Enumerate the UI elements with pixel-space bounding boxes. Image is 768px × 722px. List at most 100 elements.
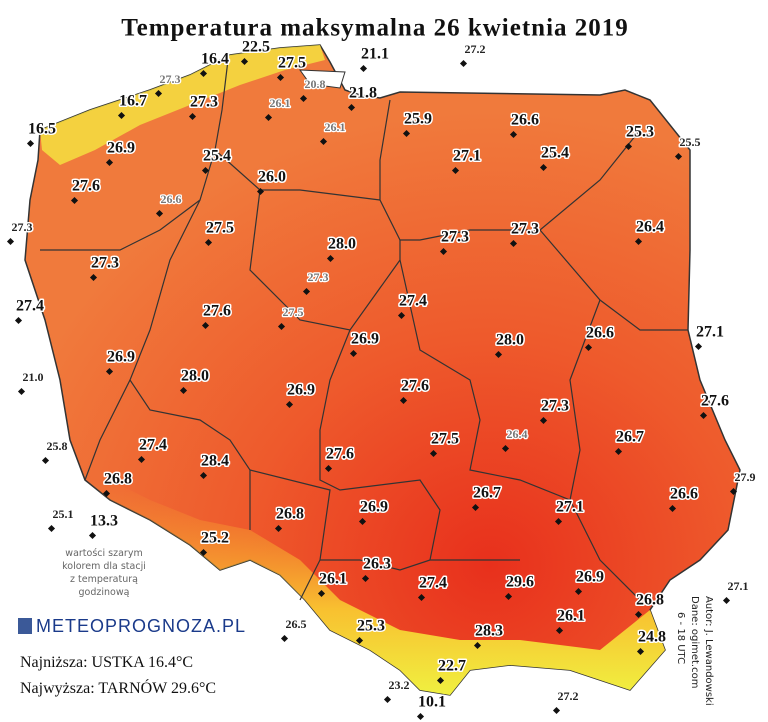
station-value: 27.1 xyxy=(696,324,724,341)
station-dot xyxy=(614,447,623,456)
station-dot xyxy=(554,517,563,526)
station-value: 27.6 xyxy=(326,446,354,463)
highest-summary: Najwyższa: TARNÓW 29.6°C xyxy=(20,678,216,697)
station-value: 27.4 xyxy=(419,575,447,592)
station-dot xyxy=(302,287,311,296)
station-value: 26.8 xyxy=(104,471,132,488)
station-dot xyxy=(509,239,518,248)
station-dot xyxy=(204,238,213,247)
station-value: 25.4 xyxy=(203,148,231,165)
station-dot xyxy=(317,589,326,598)
station-value: 28.3 xyxy=(475,623,503,640)
station-value: 27.9 xyxy=(735,470,756,484)
station-value: 26.7 xyxy=(473,485,501,502)
station-value: 26.6 xyxy=(586,325,614,342)
station-value: 26.9 xyxy=(351,331,379,348)
station-value: 27.3 xyxy=(160,72,181,86)
station-dot xyxy=(240,57,249,66)
note-line: kolorem dla stacji xyxy=(62,561,146,572)
station-value: 27.3 xyxy=(308,270,329,284)
station-value: 26.4 xyxy=(636,219,664,236)
logo: METEOPROGNOZA.PL xyxy=(36,616,246,636)
station-value: 24.8 xyxy=(638,629,666,646)
station-dot xyxy=(256,187,265,196)
station-dot xyxy=(451,166,460,175)
station-dot xyxy=(358,517,367,526)
station-value: 26.5 xyxy=(286,617,307,631)
station-dot xyxy=(26,139,35,148)
station-value: 26.9 xyxy=(287,382,315,399)
station-value: 27.5 xyxy=(206,220,234,237)
station-value: 25.5 xyxy=(680,135,701,149)
station-dot xyxy=(155,209,164,218)
station-dot xyxy=(584,343,593,352)
station-value: 27.2 xyxy=(465,42,486,56)
station-dot xyxy=(668,504,677,513)
stations: 16.4 22.5 27.5 21.1 27.2 27.3 20.8 16.7 27.3 26.1… xyxy=(6,37,757,721)
station-value: 27.3 xyxy=(541,398,569,415)
station-dot xyxy=(89,273,98,282)
station-value: 27.3 xyxy=(12,220,33,234)
note-line: godzinową xyxy=(79,587,130,598)
station-value: 27.1 xyxy=(453,148,481,165)
station-dot xyxy=(105,158,114,167)
station-value: 26.6 xyxy=(670,486,698,503)
station-value: 25.4 xyxy=(541,145,569,162)
station-value: 27.4 xyxy=(16,298,44,315)
station-value: 27.2 xyxy=(558,689,579,703)
station-value: 23.2 xyxy=(389,678,410,692)
station-dot xyxy=(699,411,708,420)
station-dot xyxy=(459,59,468,68)
station-value: 21.1 xyxy=(361,46,389,63)
station-dot xyxy=(634,610,643,619)
station-value: 26.9 xyxy=(107,349,135,366)
station-dot xyxy=(274,524,283,533)
station-value: 21.0 xyxy=(23,370,44,384)
station-dot xyxy=(17,387,26,396)
station-value: 20.8 xyxy=(305,77,326,91)
station-dot xyxy=(199,548,208,557)
station-value: 26.8 xyxy=(636,592,664,609)
station-value: 26.8 xyxy=(276,506,304,523)
credit: Autor: J. Lewandowski xyxy=(703,596,714,706)
note-line: z temperaturą xyxy=(70,574,138,585)
station-value: 27.6 xyxy=(401,378,429,395)
coast-band xyxy=(40,45,325,165)
station-dot xyxy=(117,111,126,120)
station-dot xyxy=(504,592,513,601)
station-value: 27.5 xyxy=(278,55,306,72)
station-value: 25.8 xyxy=(47,439,68,453)
station-dot xyxy=(473,641,482,650)
station-dot xyxy=(280,634,289,643)
station-dot xyxy=(361,574,370,583)
station-value: 25.1 xyxy=(53,507,74,521)
station-value: 16.5 xyxy=(28,121,56,138)
station-value: 27.1 xyxy=(728,579,749,593)
station-dot xyxy=(201,166,210,175)
station-dot xyxy=(494,350,503,359)
station-value: 10.1 xyxy=(418,694,446,711)
station-dot xyxy=(105,367,114,376)
note-line: wartości szarym xyxy=(65,548,142,559)
station-value: 25.9 xyxy=(404,111,432,128)
station-dot xyxy=(277,322,286,331)
station-value: 27.5 xyxy=(431,431,459,448)
station-dot xyxy=(439,247,448,256)
station-value: 26.9 xyxy=(576,569,604,586)
station-dot xyxy=(402,129,411,138)
station-dot xyxy=(359,64,368,73)
station-value: 21.8 xyxy=(349,85,377,102)
station-dot xyxy=(154,89,163,98)
station-value: 28.0 xyxy=(496,332,524,349)
station-dot xyxy=(199,471,208,480)
station-dot xyxy=(436,676,445,685)
station-dot xyxy=(722,596,731,605)
station-value: 26.3 xyxy=(363,556,391,573)
station-dot xyxy=(199,69,208,78)
station-value: 26.6 xyxy=(161,192,182,206)
station-value: 26.9 xyxy=(360,499,388,516)
station-dot xyxy=(429,449,438,458)
station-value: 25.3 xyxy=(357,618,385,635)
station-dot xyxy=(539,163,548,172)
